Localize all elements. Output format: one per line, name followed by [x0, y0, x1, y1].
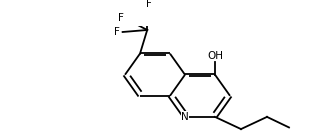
Text: OH: OH [207, 51, 223, 61]
Text: F: F [118, 14, 124, 23]
Text: F: F [114, 27, 120, 37]
Text: F: F [146, 0, 152, 9]
Text: N: N [181, 112, 189, 122]
